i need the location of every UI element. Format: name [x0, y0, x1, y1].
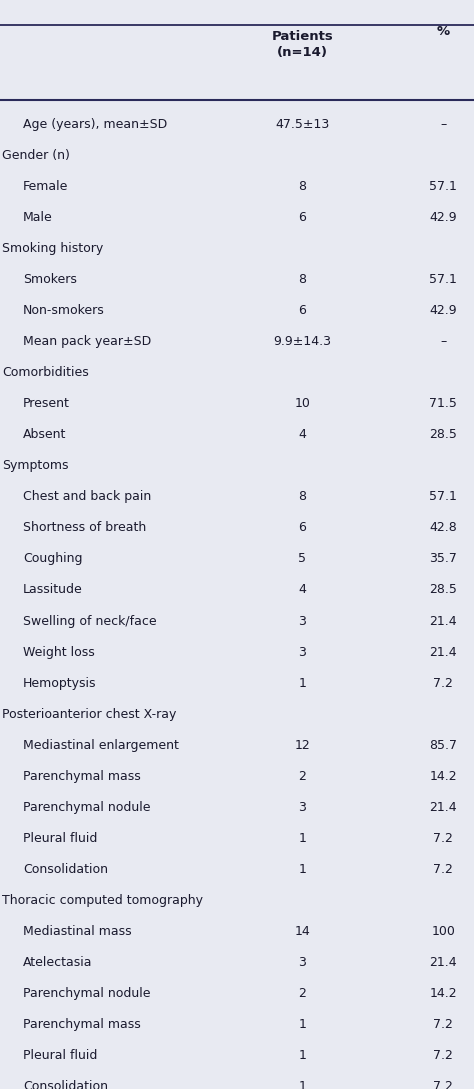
Text: Lassitude: Lassitude	[23, 584, 82, 597]
Text: Parenchymal nodule: Parenchymal nodule	[23, 800, 150, 813]
Text: 7.2: 7.2	[433, 1049, 453, 1062]
Text: Smokers: Smokers	[23, 273, 77, 286]
Text: 14: 14	[294, 925, 310, 938]
Text: Coughing: Coughing	[23, 552, 82, 565]
Text: Male: Male	[23, 211, 53, 224]
Text: 85.7: 85.7	[429, 738, 457, 751]
Text: 6: 6	[299, 211, 306, 224]
Text: 7.2: 7.2	[433, 832, 453, 845]
Text: Parenchymal mass: Parenchymal mass	[23, 770, 140, 783]
Text: 28.5: 28.5	[429, 428, 457, 441]
Text: Smoking history: Smoking history	[2, 242, 104, 255]
Text: Consolidation: Consolidation	[23, 1080, 108, 1089]
Text: 21.4: 21.4	[429, 646, 457, 659]
Text: 4: 4	[299, 584, 306, 597]
Text: 3: 3	[299, 646, 306, 659]
Text: –: –	[440, 118, 447, 131]
Text: 1: 1	[299, 1080, 306, 1089]
Text: 28.5: 28.5	[429, 584, 457, 597]
Text: 10: 10	[294, 397, 310, 411]
Text: %: %	[437, 25, 450, 38]
Text: Mediastinal enlargement: Mediastinal enlargement	[23, 738, 179, 751]
Text: 71.5: 71.5	[429, 397, 457, 411]
Text: 8: 8	[299, 273, 306, 286]
Text: Present: Present	[23, 397, 70, 411]
Text: Patients
(n=14): Patients (n=14)	[272, 30, 333, 59]
Text: 1: 1	[299, 676, 306, 689]
Text: 47.5±13: 47.5±13	[275, 118, 329, 131]
Text: Swelling of neck/face: Swelling of neck/face	[23, 614, 156, 627]
Text: 42.8: 42.8	[429, 522, 457, 535]
Text: Hemoptysis: Hemoptysis	[23, 676, 96, 689]
Text: 1: 1	[299, 862, 306, 876]
Text: Pleural fluid: Pleural fluid	[23, 832, 97, 845]
Text: 7.2: 7.2	[433, 1018, 453, 1031]
Text: Mediastinal mass: Mediastinal mass	[23, 925, 131, 938]
Text: Age (years), mean±SD: Age (years), mean±SD	[23, 118, 167, 131]
Text: 21.4: 21.4	[429, 956, 457, 969]
Text: 14.2: 14.2	[429, 987, 457, 1000]
Text: 9.9±14.3: 9.9±14.3	[273, 335, 331, 348]
Text: 2: 2	[299, 770, 306, 783]
Text: 8: 8	[299, 490, 306, 503]
Text: 100: 100	[431, 925, 455, 938]
Text: 5: 5	[299, 552, 306, 565]
Text: 1: 1	[299, 832, 306, 845]
Text: 57.1: 57.1	[429, 490, 457, 503]
Text: Gender (n): Gender (n)	[2, 149, 70, 162]
Text: Parenchymal mass: Parenchymal mass	[23, 1018, 140, 1031]
Text: Atelectasia: Atelectasia	[23, 956, 92, 969]
Text: 3: 3	[299, 614, 306, 627]
Text: 3: 3	[299, 956, 306, 969]
Text: Non-smokers: Non-smokers	[23, 304, 104, 317]
Text: 57.1: 57.1	[429, 273, 457, 286]
Text: 42.9: 42.9	[429, 304, 457, 317]
Text: 6: 6	[299, 522, 306, 535]
Text: Comorbidities: Comorbidities	[2, 366, 89, 379]
Text: Shortness of breath: Shortness of breath	[23, 522, 146, 535]
Text: 7.2: 7.2	[433, 676, 453, 689]
Text: Chest and back pain: Chest and back pain	[23, 490, 151, 503]
Text: 1: 1	[299, 1018, 306, 1031]
Text: Absent: Absent	[23, 428, 66, 441]
Text: Pleural fluid: Pleural fluid	[23, 1049, 97, 1062]
Text: 14.2: 14.2	[429, 770, 457, 783]
Text: Posterioanterior chest X-ray: Posterioanterior chest X-ray	[2, 708, 177, 721]
Text: 1: 1	[299, 1049, 306, 1062]
Text: –: –	[440, 335, 447, 348]
Text: Symptoms: Symptoms	[2, 460, 69, 473]
Text: 7.2: 7.2	[433, 1080, 453, 1089]
Text: 12: 12	[294, 738, 310, 751]
Text: 21.4: 21.4	[429, 614, 457, 627]
Text: Consolidation: Consolidation	[23, 862, 108, 876]
Text: Mean pack year±SD: Mean pack year±SD	[23, 335, 151, 348]
Text: 3: 3	[299, 800, 306, 813]
Text: 35.7: 35.7	[429, 552, 457, 565]
Text: 42.9: 42.9	[429, 211, 457, 224]
Text: 7.2: 7.2	[433, 862, 453, 876]
Text: 21.4: 21.4	[429, 800, 457, 813]
Text: 8: 8	[299, 180, 306, 193]
Text: Parenchymal nodule: Parenchymal nodule	[23, 987, 150, 1000]
Text: 2: 2	[299, 987, 306, 1000]
Text: 6: 6	[299, 304, 306, 317]
Text: 4: 4	[299, 428, 306, 441]
Text: Thoracic computed tomography: Thoracic computed tomography	[2, 894, 203, 907]
Text: 57.1: 57.1	[429, 180, 457, 193]
Text: Weight loss: Weight loss	[23, 646, 94, 659]
Text: Female: Female	[23, 180, 68, 193]
